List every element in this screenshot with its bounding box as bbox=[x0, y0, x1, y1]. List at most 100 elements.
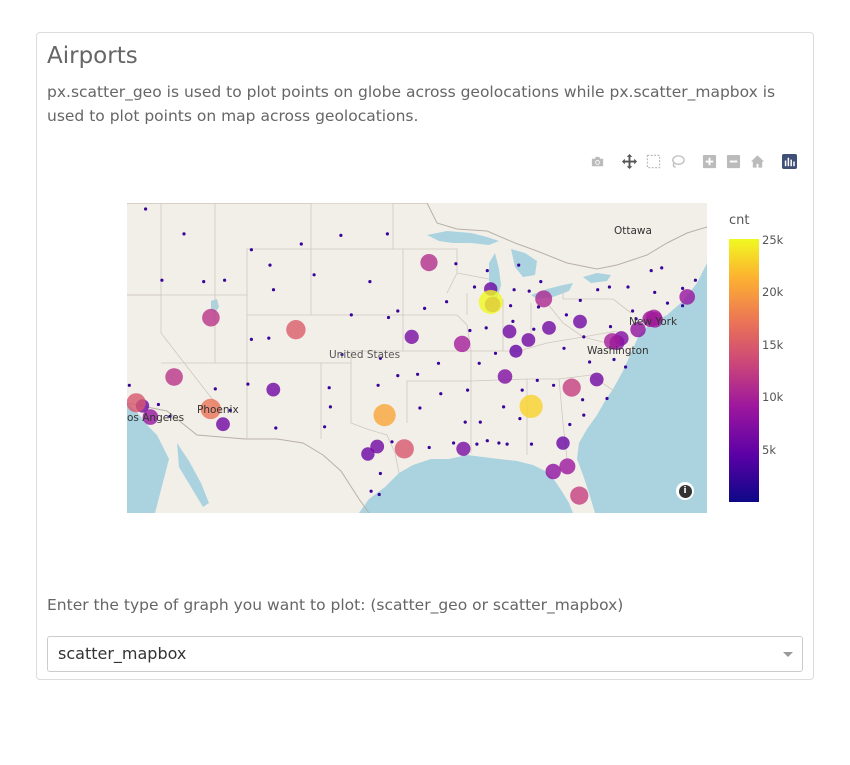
airport-point-small[interactable] bbox=[497, 441, 501, 445]
airport-point-small[interactable] bbox=[339, 233, 343, 237]
airport-point[interactable] bbox=[404, 329, 419, 344]
airport-point-small[interactable] bbox=[509, 304, 513, 308]
airport-point-small[interactable] bbox=[323, 425, 327, 429]
airport-point-small[interactable] bbox=[532, 327, 536, 331]
airport-point[interactable] bbox=[570, 486, 589, 505]
airport-point-small[interactable] bbox=[582, 335, 586, 339]
airport-point-small[interactable] bbox=[477, 361, 481, 365]
airport-point-small[interactable] bbox=[564, 313, 568, 317]
airport-point-small[interactable] bbox=[427, 445, 431, 450]
airport-point[interactable] bbox=[216, 417, 230, 432]
airport-point-small[interactable] bbox=[608, 325, 613, 329]
airport-point-small[interactable] bbox=[612, 357, 616, 362]
airport-point-small[interactable] bbox=[466, 388, 470, 392]
airport-point-small[interactable] bbox=[660, 266, 664, 270]
mapbox-map[interactable]: United States Ottawa New York Washington… bbox=[127, 203, 707, 513]
airport-point-small[interactable] bbox=[518, 417, 522, 421]
airport-point[interactable] bbox=[286, 320, 306, 340]
airport-point-small[interactable] bbox=[246, 382, 250, 386]
airport-point-small[interactable] bbox=[274, 426, 278, 430]
lasso-icon[interactable] bbox=[668, 152, 686, 170]
airport-point[interactable] bbox=[545, 463, 561, 480]
airport-point[interactable] bbox=[394, 439, 414, 459]
airport-point-small[interactable] bbox=[436, 361, 441, 365]
airport-point-small[interactable] bbox=[385, 232, 389, 236]
airport-point-small[interactable] bbox=[475, 442, 479, 446]
airport-point[interactable] bbox=[509, 344, 523, 358]
airport-point-small[interactable] bbox=[376, 383, 380, 387]
airport-point-small[interactable] bbox=[445, 300, 449, 304]
airport-point-small[interactable] bbox=[386, 315, 391, 320]
airport-point[interactable] bbox=[361, 447, 375, 461]
airport-point-small[interactable] bbox=[160, 278, 164, 282]
airport-point-small[interactable] bbox=[377, 492, 381, 497]
airport-point-small[interactable] bbox=[539, 280, 543, 284]
graph-type-select[interactable]: scatter_mapbox bbox=[47, 636, 803, 672]
airport-point[interactable] bbox=[370, 439, 385, 454]
airport-point[interactable] bbox=[556, 436, 570, 450]
map-canvas[interactable] bbox=[127, 203, 707, 513]
airport-point-small[interactable] bbox=[202, 280, 206, 284]
airport-point-small[interactable] bbox=[626, 285, 630, 289]
airport-point-small[interactable] bbox=[634, 317, 638, 321]
airport-point-small[interactable] bbox=[213, 387, 217, 391]
airport-point-small[interactable] bbox=[327, 386, 331, 390]
airport-point-small[interactable] bbox=[228, 408, 232, 412]
camera-icon[interactable] bbox=[588, 152, 606, 170]
airport-point-small[interactable] bbox=[396, 309, 400, 313]
airport-point[interactable] bbox=[542, 321, 556, 335]
airport-point-small[interactable] bbox=[268, 263, 272, 267]
airport-point-small[interactable] bbox=[529, 442, 534, 446]
airport-point[interactable] bbox=[202, 308, 220, 327]
airport-point[interactable] bbox=[519, 394, 543, 418]
airport-point-small[interactable] bbox=[631, 309, 635, 313]
airport-point[interactable] bbox=[478, 290, 503, 314]
airport-point-small[interactable] bbox=[517, 263, 521, 267]
airport-point-small[interactable] bbox=[468, 328, 472, 333]
airport-point-small[interactable] bbox=[562, 346, 566, 350]
airport-point-small[interactable] bbox=[396, 374, 400, 378]
airport-point-small[interactable] bbox=[418, 406, 422, 410]
airport-point-small[interactable] bbox=[156, 402, 160, 407]
airport-point-small[interactable] bbox=[369, 489, 373, 493]
airport-point-small[interactable] bbox=[665, 301, 670, 305]
airport-point-small[interactable] bbox=[681, 304, 685, 308]
airport-point[interactable] bbox=[604, 333, 621, 350]
airport-point-small[interactable] bbox=[416, 372, 420, 376]
airport-point-small[interactable] bbox=[605, 396, 609, 401]
airport-point-small[interactable] bbox=[527, 289, 531, 293]
airport-point-small[interactable] bbox=[485, 269, 489, 273]
airport-point-small[interactable] bbox=[454, 262, 458, 266]
airport-point[interactable] bbox=[535, 290, 553, 308]
airport-point[interactable] bbox=[165, 368, 183, 386]
airport-point[interactable] bbox=[453, 335, 471, 353]
zoom-out-icon[interactable] bbox=[724, 152, 742, 170]
airport-point-small[interactable] bbox=[271, 288, 276, 292]
airport-point[interactable] bbox=[266, 382, 281, 397]
pan-icon[interactable] bbox=[620, 152, 638, 170]
airport-point-small[interactable] bbox=[484, 326, 488, 330]
airport-point-small[interactable] bbox=[312, 273, 316, 277]
airport-point-small[interactable] bbox=[485, 439, 489, 443]
airport-point-small[interactable] bbox=[581, 398, 585, 402]
airport-point-small[interactable] bbox=[520, 388, 524, 392]
airport-point[interactable] bbox=[679, 289, 695, 305]
airport-point-small[interactable] bbox=[328, 405, 332, 409]
airport-point[interactable] bbox=[497, 369, 513, 384]
airport-point-small[interactable] bbox=[624, 365, 628, 369]
airport-point[interactable] bbox=[521, 333, 536, 347]
airport-point-small[interactable] bbox=[552, 383, 556, 387]
airport-point-small[interactable] bbox=[502, 405, 506, 409]
airport-point-small[interactable] bbox=[493, 351, 498, 355]
airport-point[interactable] bbox=[589, 372, 604, 387]
map-info-button[interactable]: i bbox=[676, 482, 694, 500]
airport-point-small[interactable] bbox=[168, 414, 172, 418]
airport-point[interactable] bbox=[630, 321, 646, 338]
airport-point-small[interactable] bbox=[349, 313, 353, 317]
airport-point-small[interactable] bbox=[653, 290, 657, 294]
airport-point-small[interactable] bbox=[299, 242, 303, 246]
airport-point-small[interactable] bbox=[649, 269, 653, 273]
airport-point-small[interactable] bbox=[535, 378, 539, 382]
airport-point-small[interactable] bbox=[340, 352, 344, 357]
box-select-icon[interactable] bbox=[644, 152, 662, 170]
